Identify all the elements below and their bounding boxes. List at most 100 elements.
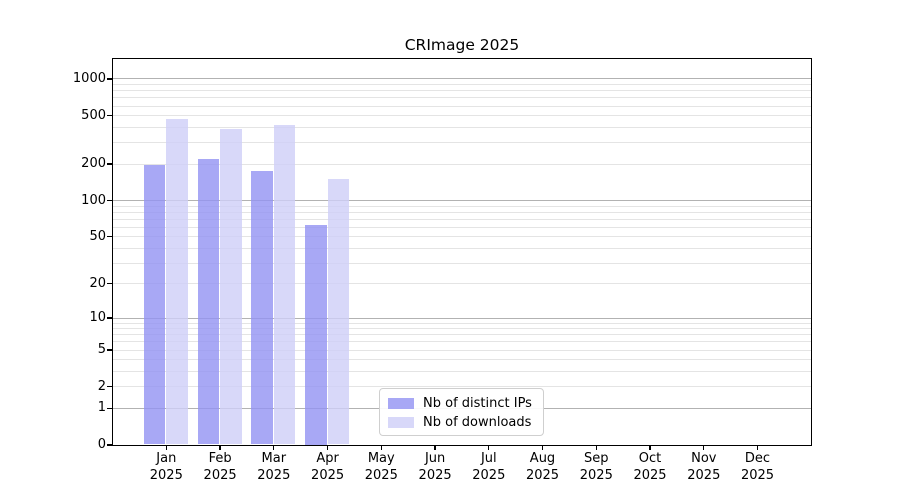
gridline-4 [112,359,811,361]
x-tick-month: Feb [208,451,232,466]
gridline-7 [112,334,811,336]
gridline-40 [112,247,811,249]
x-tick-mark [595,445,597,450]
x-tick-month: Dec [744,451,771,466]
bar-downloads [220,129,242,445]
y-tick-label: 2 [97,378,106,394]
y-tick-label: 500 [81,107,106,123]
x-tick-label: Jul 2025 [461,451,517,484]
x-tick-year: 2025 [311,467,345,483]
x-tick-month: Sep [584,451,609,466]
bar-downloads [166,119,188,445]
legend-label-distinct-ips: Nb of distinct IPs [423,396,532,411]
x-tick-mark [273,445,275,450]
x-tick-year: 2025 [257,467,291,483]
bar-downloads [327,178,350,445]
x-tick-mark [649,445,651,450]
x-tick-label: May 2025 [353,451,409,484]
gridline-30 [112,262,811,264]
y-tick-label: 0 [97,437,106,452]
x-tick-month: Apr [316,451,339,466]
x-tick-label: Mar 2025 [246,451,302,484]
bar-distinct-ips [143,165,166,445]
x-tick-label: Aug 2025 [515,451,571,484]
gridline-500 [112,115,811,117]
x-tick-month: Oct [638,451,662,466]
x-tick-year: 2025 [740,467,775,483]
y-tick-label: 100 [81,192,106,208]
gridline-300 [112,142,811,144]
gridline-1000 [112,78,811,80]
x-tick-month: Jun [424,451,446,466]
gridline-6 [112,341,811,343]
x-tick-mark [326,445,329,450]
x-tick-month: May [367,451,395,466]
bar-distinct-ips [251,170,273,445]
gridline-200 [112,163,811,165]
legend-label-downloads: Nb of downloads [423,415,532,430]
x-tick-year: 2025 [149,467,183,483]
x-tick-label: Jun 2025 [407,451,463,484]
x-tick-label: Jan 2025 [138,451,194,484]
legend-item-downloads: Nb of downloads [388,413,543,432]
gridline-3 [112,371,811,372]
bar-distinct-ips [197,159,220,445]
y-tick-label: 5 [97,342,106,358]
chart-title: CRImage 2025 [404,36,520,54]
legend-swatch-distinct-ips [388,398,414,409]
y-tick-label: 20 [89,275,106,291]
x-tick-label: Dec 2025 [730,451,786,484]
gridline-900 [112,84,811,85]
x-tick-year: 2025 [418,467,452,483]
x-tick-year: 2025 [364,467,398,483]
x-tick-label: Apr 2025 [300,451,356,484]
x-tick-year: 2025 [633,467,667,483]
gridline-10 [112,317,811,319]
plot-area: Nb of distinct IPs Nb of downloads [111,58,812,446]
legend-item-distinct-ips: Nb of distinct IPs [388,394,543,413]
x-tick-label: Oct 2025 [622,451,678,484]
gridline-2 [112,386,811,388]
x-tick-mark [380,445,382,450]
bar-distinct-ips [305,225,327,445]
x-tick-mark [541,445,544,450]
gridline-8 [112,328,811,330]
x-tick-label: Nov 2025 [676,451,732,484]
x-tick-mark [703,445,705,450]
x-tick-label: Feb 2025 [192,451,248,484]
gridline-700 [112,97,811,99]
x-tick-month: Mar [261,451,287,466]
gridline-80 [112,211,811,213]
x-tick-year: 2025 [579,467,613,483]
x-tick-mark [434,445,436,450]
gridline-70 [112,218,811,220]
gridline-60 [112,226,811,228]
x-tick-year: 2025 [687,467,721,483]
gridline-9 [112,322,811,324]
x-tick-mark [219,445,221,450]
legend-swatch-downloads [388,417,414,428]
y-tick-label: 10 [89,310,106,325]
y-tick-label: 50 [89,228,106,244]
gridline-20 [112,283,811,285]
gridline-90 [112,205,811,207]
x-tick-mark [165,445,167,450]
y-tick-label: 200 [81,156,106,171]
gridline-50 [112,236,811,238]
x-tick-month: Aug [529,451,556,466]
x-tick-year: 2025 [525,467,560,483]
x-tick-year: 2025 [472,467,506,483]
x-tick-year: 2025 [203,467,237,483]
x-tick-mark [488,445,490,450]
gridline-100 [112,200,811,201]
gridline-5 [112,349,811,351]
y-tick-label: 1 [97,400,106,416]
gridline-400 [112,126,811,128]
x-tick-month: Jul [480,451,497,466]
gridline-600 [112,105,811,107]
x-tick-month: Nov [691,451,717,466]
x-tick-label: Sep 2025 [568,451,624,484]
y-tick-label: 1000 [72,70,106,86]
bar-downloads [273,125,296,445]
